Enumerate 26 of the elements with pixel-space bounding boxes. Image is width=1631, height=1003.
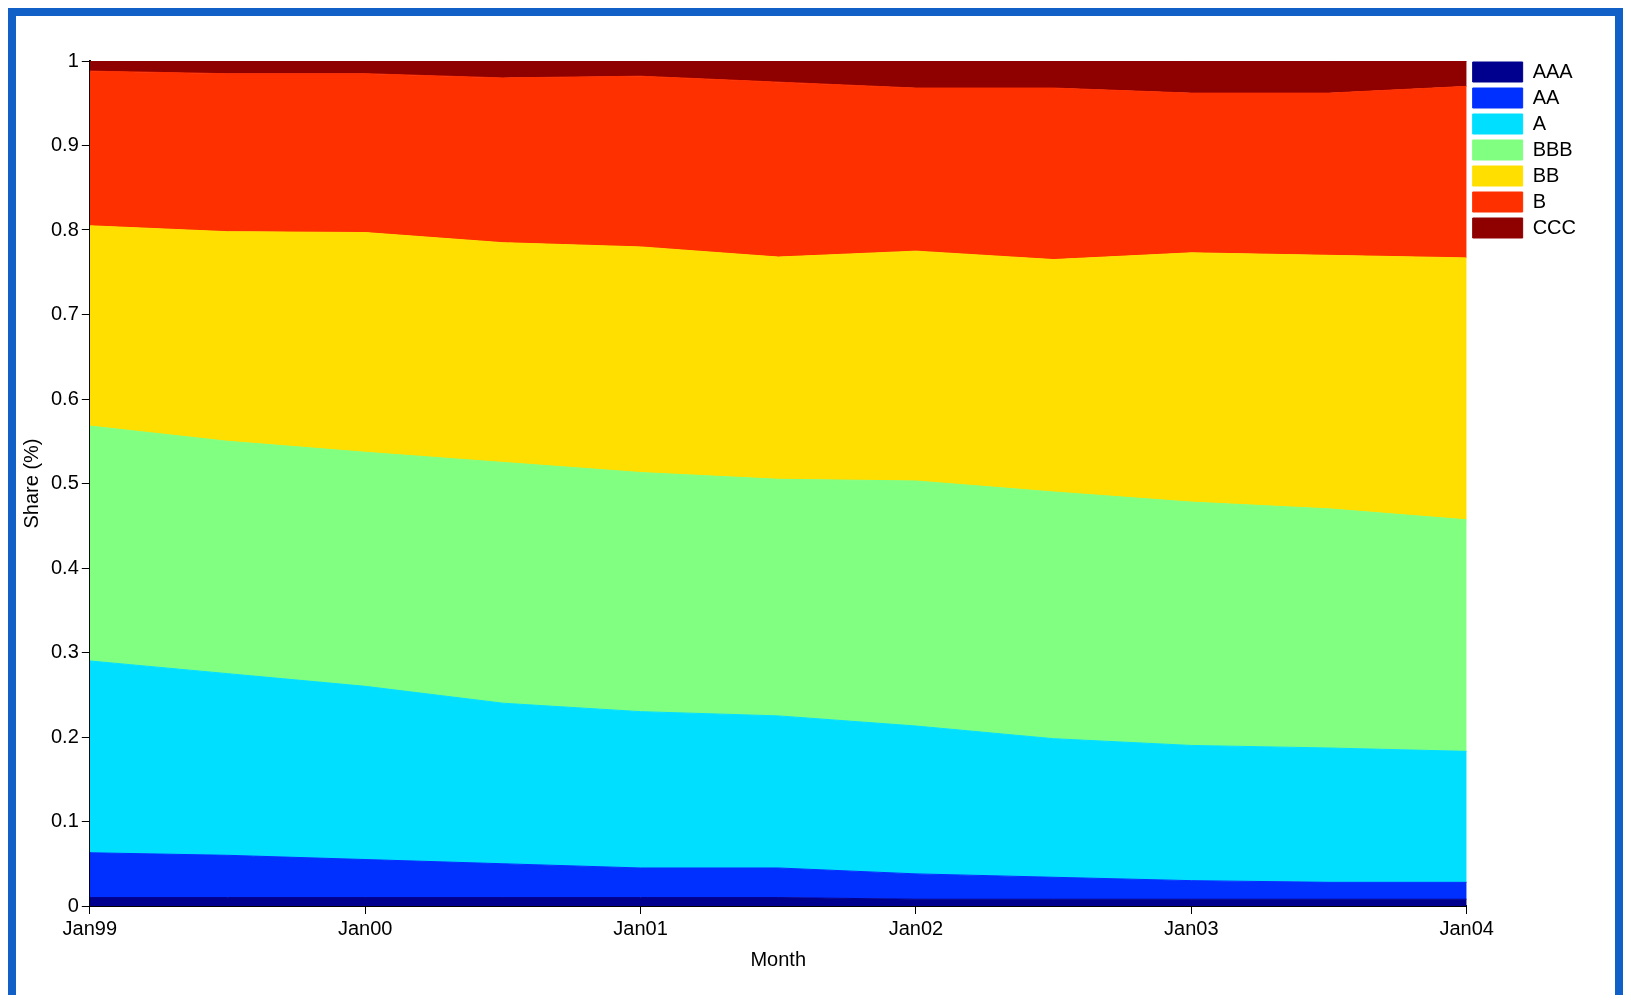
y-tick-label: 0	[67, 893, 79, 916]
y-tick-label: 0.3	[50, 640, 79, 663]
x-tick-label: Jan04	[1439, 916, 1494, 939]
legend-label: B	[1532, 189, 1547, 212]
y-tick-label: 0.7	[50, 302, 79, 325]
x-tick-label: Jan03	[1164, 916, 1219, 939]
y-tick-label: 0.1	[50, 809, 79, 832]
x-axis-title: Month	[750, 947, 807, 970]
legend-label: BBB	[1532, 137, 1573, 160]
legend-label: A	[1532, 111, 1547, 134]
x-tick-label: Jan02	[888, 916, 944, 939]
y-tick-label: 0.5	[50, 471, 79, 494]
y-axis-title: Share (%)	[19, 438, 42, 529]
x-tick-label: Jan00	[337, 916, 393, 939]
y-tick-label: 0.6	[50, 386, 79, 409]
y-tick-label: 0.9	[50, 133, 79, 156]
x-tick-label: Jan99	[62, 916, 118, 939]
legend-label: AAA	[1532, 59, 1574, 82]
y-tick-label: 0.4	[50, 555, 79, 578]
x-tick-label: Jan01	[613, 916, 668, 939]
y-tick-label: 1	[67, 48, 79, 71]
legend-label: AA	[1532, 85, 1561, 108]
legend-label: CCC	[1532, 215, 1577, 238]
y-tick-label: 0.8	[50, 217, 79, 240]
legend-label: BB	[1532, 163, 1560, 186]
y-tick-label: 0.2	[50, 724, 79, 747]
